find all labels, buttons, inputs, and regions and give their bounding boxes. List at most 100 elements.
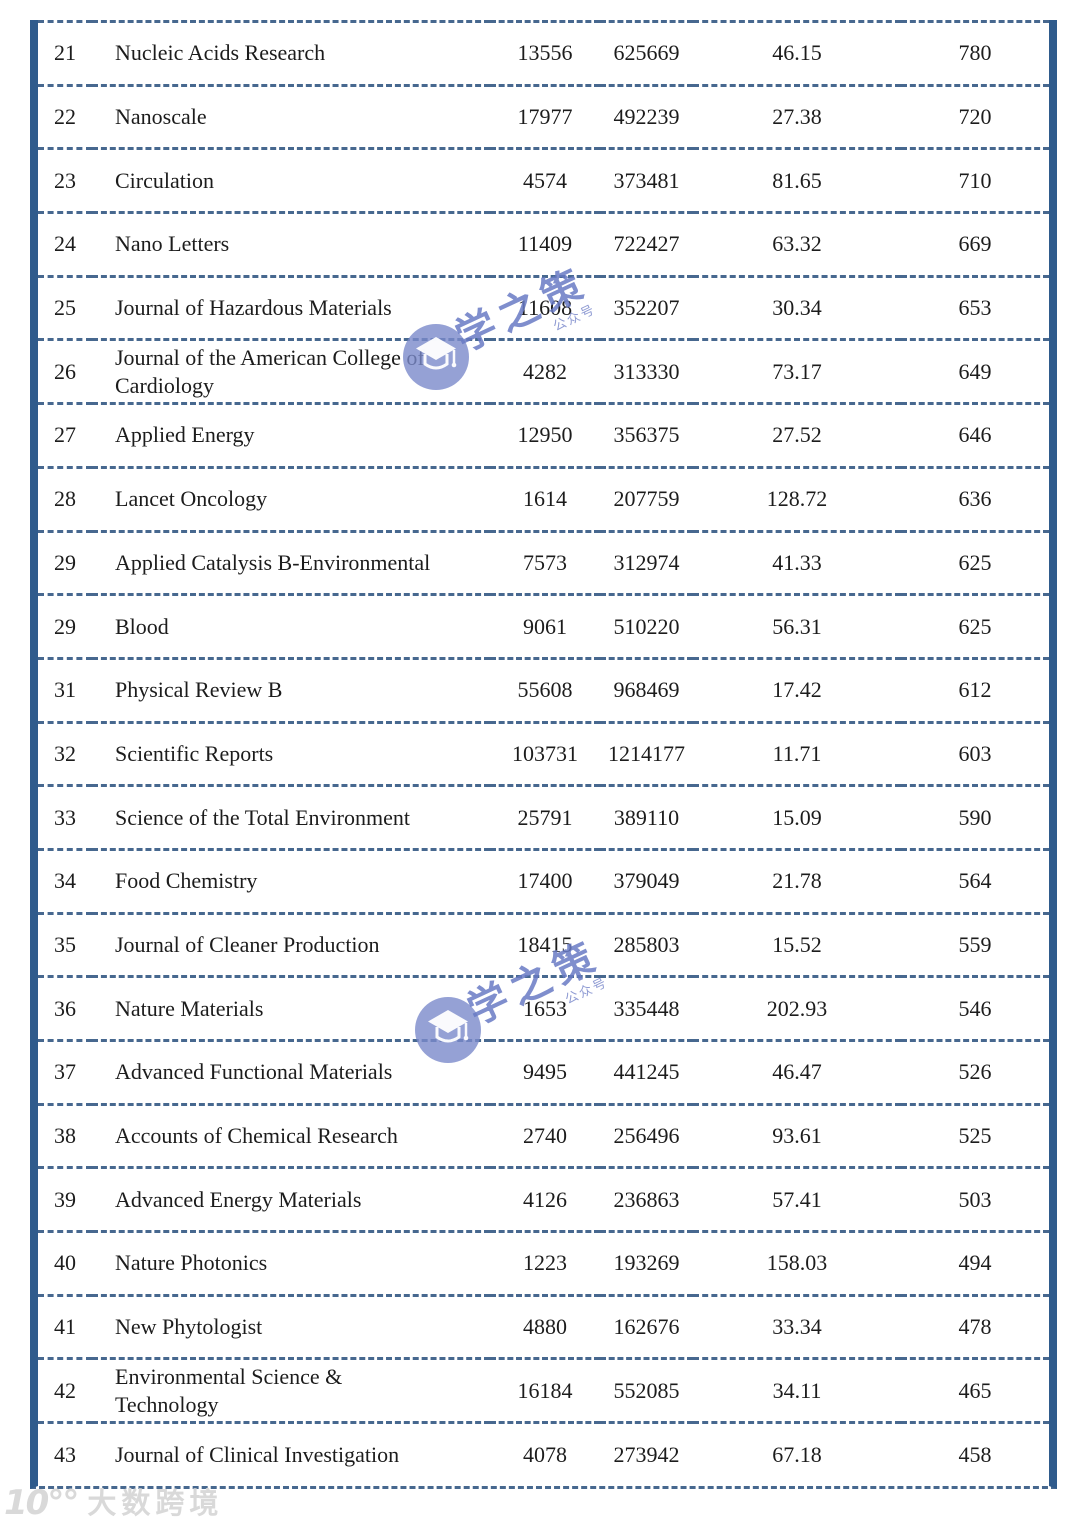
metric-cell-4: 525 [901,1102,1049,1168]
metric-cell-3: 11.71 [693,720,901,786]
metric-cell-4: 503 [901,1166,1049,1232]
metric-cell-3: 202.93 [693,975,901,1041]
rank-cell: 42 [38,1357,92,1423]
metric-cell-2: 236863 [600,1166,693,1232]
metric-cell-3: 27.38 [693,83,901,149]
metric-cell-4: 636 [901,465,1049,531]
metric-cell-1: 11608 [490,274,600,340]
metric-cell-1: 25791 [490,784,600,850]
rank-cell: 33 [38,784,92,850]
metric-cell-1: 4282 [490,338,600,404]
metric-cell-3: 57.41 [693,1166,901,1232]
rank-cell: 28 [38,465,92,531]
rank-cell: 29 [38,529,92,595]
table-row: 22 Nanoscale 17977 492239 27.38 720 [38,83,1049,149]
metric-cell-3: 30.34 [693,274,901,340]
metric-cell-1: 1614 [490,465,600,531]
metric-cell-2: 313330 [600,338,693,404]
metric-cell-1: 9495 [490,1039,600,1105]
metric-cell-3: 63.32 [693,211,901,277]
rank-cell: 31 [38,656,92,723]
metric-cell-1: 1223 [490,1230,600,1296]
table-row: 37 Advanced Functional Materials 9495 44124… [38,1039,1049,1105]
rank-cell: 34 [38,847,92,914]
metric-cell-3: 15.09 [693,784,901,850]
metric-cell-2: 722427 [600,211,693,277]
metric-cell-1: 17400 [490,847,600,914]
metric-cell-2: 335448 [600,975,693,1041]
journal-name-cell: Lancet Oncology [92,465,490,531]
journal-name-cell: Accounts of Chemical Research [92,1102,490,1168]
metric-cell-4: 590 [901,784,1049,850]
metric-cell-2: 285803 [600,911,693,977]
metric-cell-1: 103731 [490,720,600,786]
metric-cell-3: 33.34 [693,1293,901,1359]
metric-cell-2: 968469 [600,656,693,723]
metric-cell-3: 46.15 [693,20,901,86]
metric-cell-2: 207759 [600,465,693,531]
journal-name-cell: Nucleic Acids Research [92,20,490,86]
rank-cell: 23 [38,147,92,213]
journal-name-cell: Nanoscale [92,83,490,149]
metric-cell-4: 478 [901,1293,1049,1359]
journal-name-cell: Environmental Science & Technology [92,1357,490,1423]
rank-cell: 35 [38,911,92,977]
table-row: 34 Food Chemistry 17400 379049 21.78 564 [38,847,1049,914]
rank-cell: 22 [38,83,92,149]
rank-cell: 26 [38,338,92,404]
metric-cell-4: 710 [901,147,1049,213]
rank-cell: 27 [38,402,92,468]
metric-cell-3: 34.11 [693,1357,901,1423]
metric-cell-2: 352207 [600,274,693,340]
metric-cell-3: 46.47 [693,1039,901,1105]
table-row: 39 Advanced Energy Materials 4126 236863 57.… [38,1166,1049,1232]
journal-name-cell: Journal of Clinical Investigation [92,1421,490,1487]
metric-cell-4: 458 [901,1421,1049,1487]
metric-cell-2: 373481 [600,147,693,213]
table-row: 24 Nano Letters 11409 722427 63.32 669 [38,211,1049,277]
metric-cell-1: 17977 [490,83,600,149]
table-row: 42 Environmental Science & Technology 1618… [38,1357,1049,1423]
metric-cell-4: 625 [901,529,1049,595]
table-row: 43 Journal of Clinical Investigation 4078 2… [38,1421,1049,1487]
rank-cell: 43 [38,1421,92,1487]
metric-cell-2: 441245 [600,1039,693,1105]
metric-cell-4: 669 [901,211,1049,277]
journal-name-cell: Nature Materials [92,975,490,1041]
metric-cell-1: 4078 [490,1421,600,1487]
metric-cell-1: 2740 [490,1102,600,1168]
journal-name-cell: Applied Energy [92,402,490,468]
metric-cell-3: 27.52 [693,402,901,468]
metric-cell-4: 559 [901,911,1049,977]
metric-cell-3: 41.33 [693,529,901,595]
journal-name-cell: Physical Review B [92,656,490,723]
metric-cell-4: 564 [901,847,1049,914]
metric-cell-4: 465 [901,1357,1049,1423]
metric-cell-4: 646 [901,402,1049,468]
metric-cell-4: 494 [901,1230,1049,1296]
table-row: 27 Applied Energy 12950 356375 27.52 646 [38,402,1049,468]
journal-name-cell: Circulation [92,147,490,213]
metric-cell-1: 55608 [490,656,600,723]
table-row: 25 Journal of Hazardous Materials 11608 352… [38,274,1049,340]
rank-cell: 37 [38,1039,92,1105]
metric-cell-4: 612 [901,656,1049,723]
rank-cell: 36 [38,975,92,1041]
metric-cell-1: 7573 [490,529,600,595]
table-row: 36 Nature Materials 1653 335448 202.93 546 [38,975,1049,1041]
metric-cell-1: 4880 [490,1293,600,1359]
metric-cell-2: 492239 [600,83,693,149]
metric-cell-1: 11409 [490,211,600,277]
table-row: 28 Lancet Oncology 1614 207759 128.72 636 [38,465,1049,531]
metric-cell-2: 256496 [600,1102,693,1168]
table-row: 21 Nucleic Acids Research 13556 625669 46.15… [38,20,1049,86]
journal-name-cell: Blood [92,593,490,659]
metric-cell-4: 780 [901,20,1049,86]
metric-cell-3: 128.72 [693,465,901,531]
metric-cell-4: 625 [901,593,1049,659]
rank-cell: 41 [38,1293,92,1359]
metric-cell-2: 1214177 [600,720,693,786]
metric-cell-3: 81.65 [693,147,901,213]
rank-cell: 21 [38,20,92,86]
